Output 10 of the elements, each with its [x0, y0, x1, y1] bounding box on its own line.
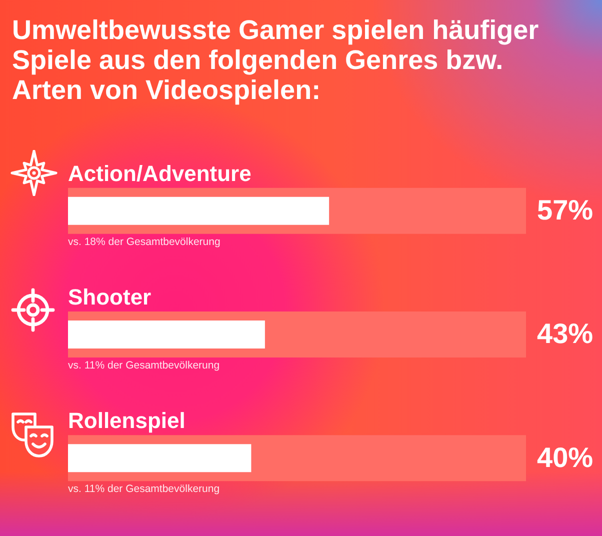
data-label: 57%	[537, 194, 594, 226]
annotation: vs. 11% der Gesamtbevölkerung	[68, 483, 220, 496]
y-tick-label: Shooter	[68, 284, 152, 310]
annotation: vs. 11% der Gesamtbevölkerung	[68, 360, 220, 372]
y-tick-label: Action/Adventure	[68, 160, 252, 186]
chart-title: Umweltbewusste Gamer spielen häufiger Spiele aus den folgenden Genres bzw. Arten von Videospielen:	[12, 15, 540, 105]
y-tick-label: Rollenspiel	[68, 408, 186, 434]
data-label: 43%	[537, 318, 594, 350]
data-label: 40%	[537, 442, 594, 473]
annotation: vs. 18% der Gesamtbevölkerung	[68, 236, 220, 248]
